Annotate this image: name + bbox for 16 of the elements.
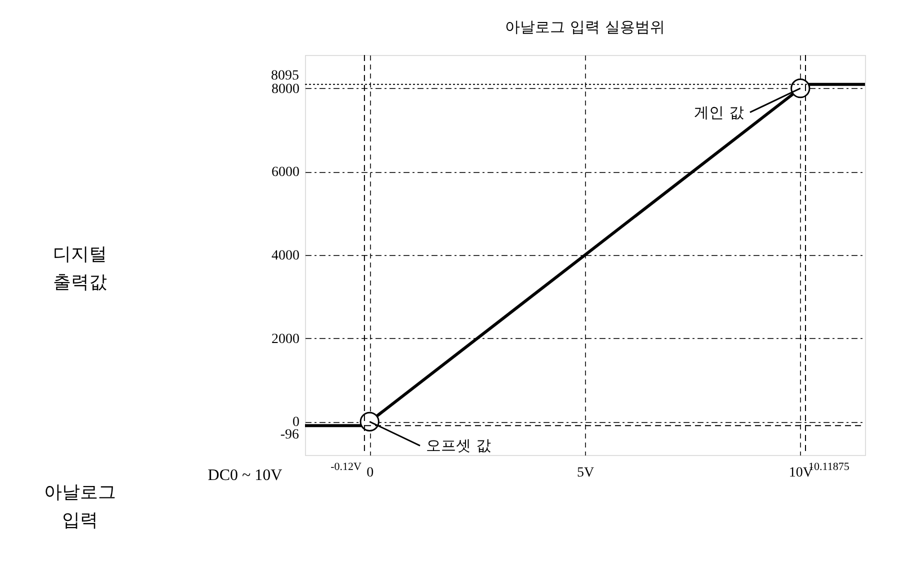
y-tick-label: 0: [292, 415, 300, 430]
ref-line-label: -96: [280, 428, 299, 443]
text: 아날로그 입력 실용범위: [505, 18, 665, 36]
y-tick-label: 2000: [272, 332, 300, 347]
text: DC0 ~ 10V: [208, 467, 283, 484]
ref-line-label: -0.12V: [330, 461, 362, 473]
x-tick-label: 5V: [576, 466, 594, 480]
ref-line-label: 8095: [271, 68, 299, 84]
annotation: 오프셋 값: [426, 436, 491, 455]
text: 아날로그 입력: [44, 482, 116, 531]
text: 디지털 출력값: [53, 244, 107, 293]
x-tick-label: 0: [366, 466, 374, 480]
y-tick-label: 4000: [272, 248, 300, 264]
y-tick-label: 8000: [272, 82, 300, 97]
y-tick-label: 6000: [272, 165, 300, 180]
annotation: 게인 값: [694, 103, 744, 122]
